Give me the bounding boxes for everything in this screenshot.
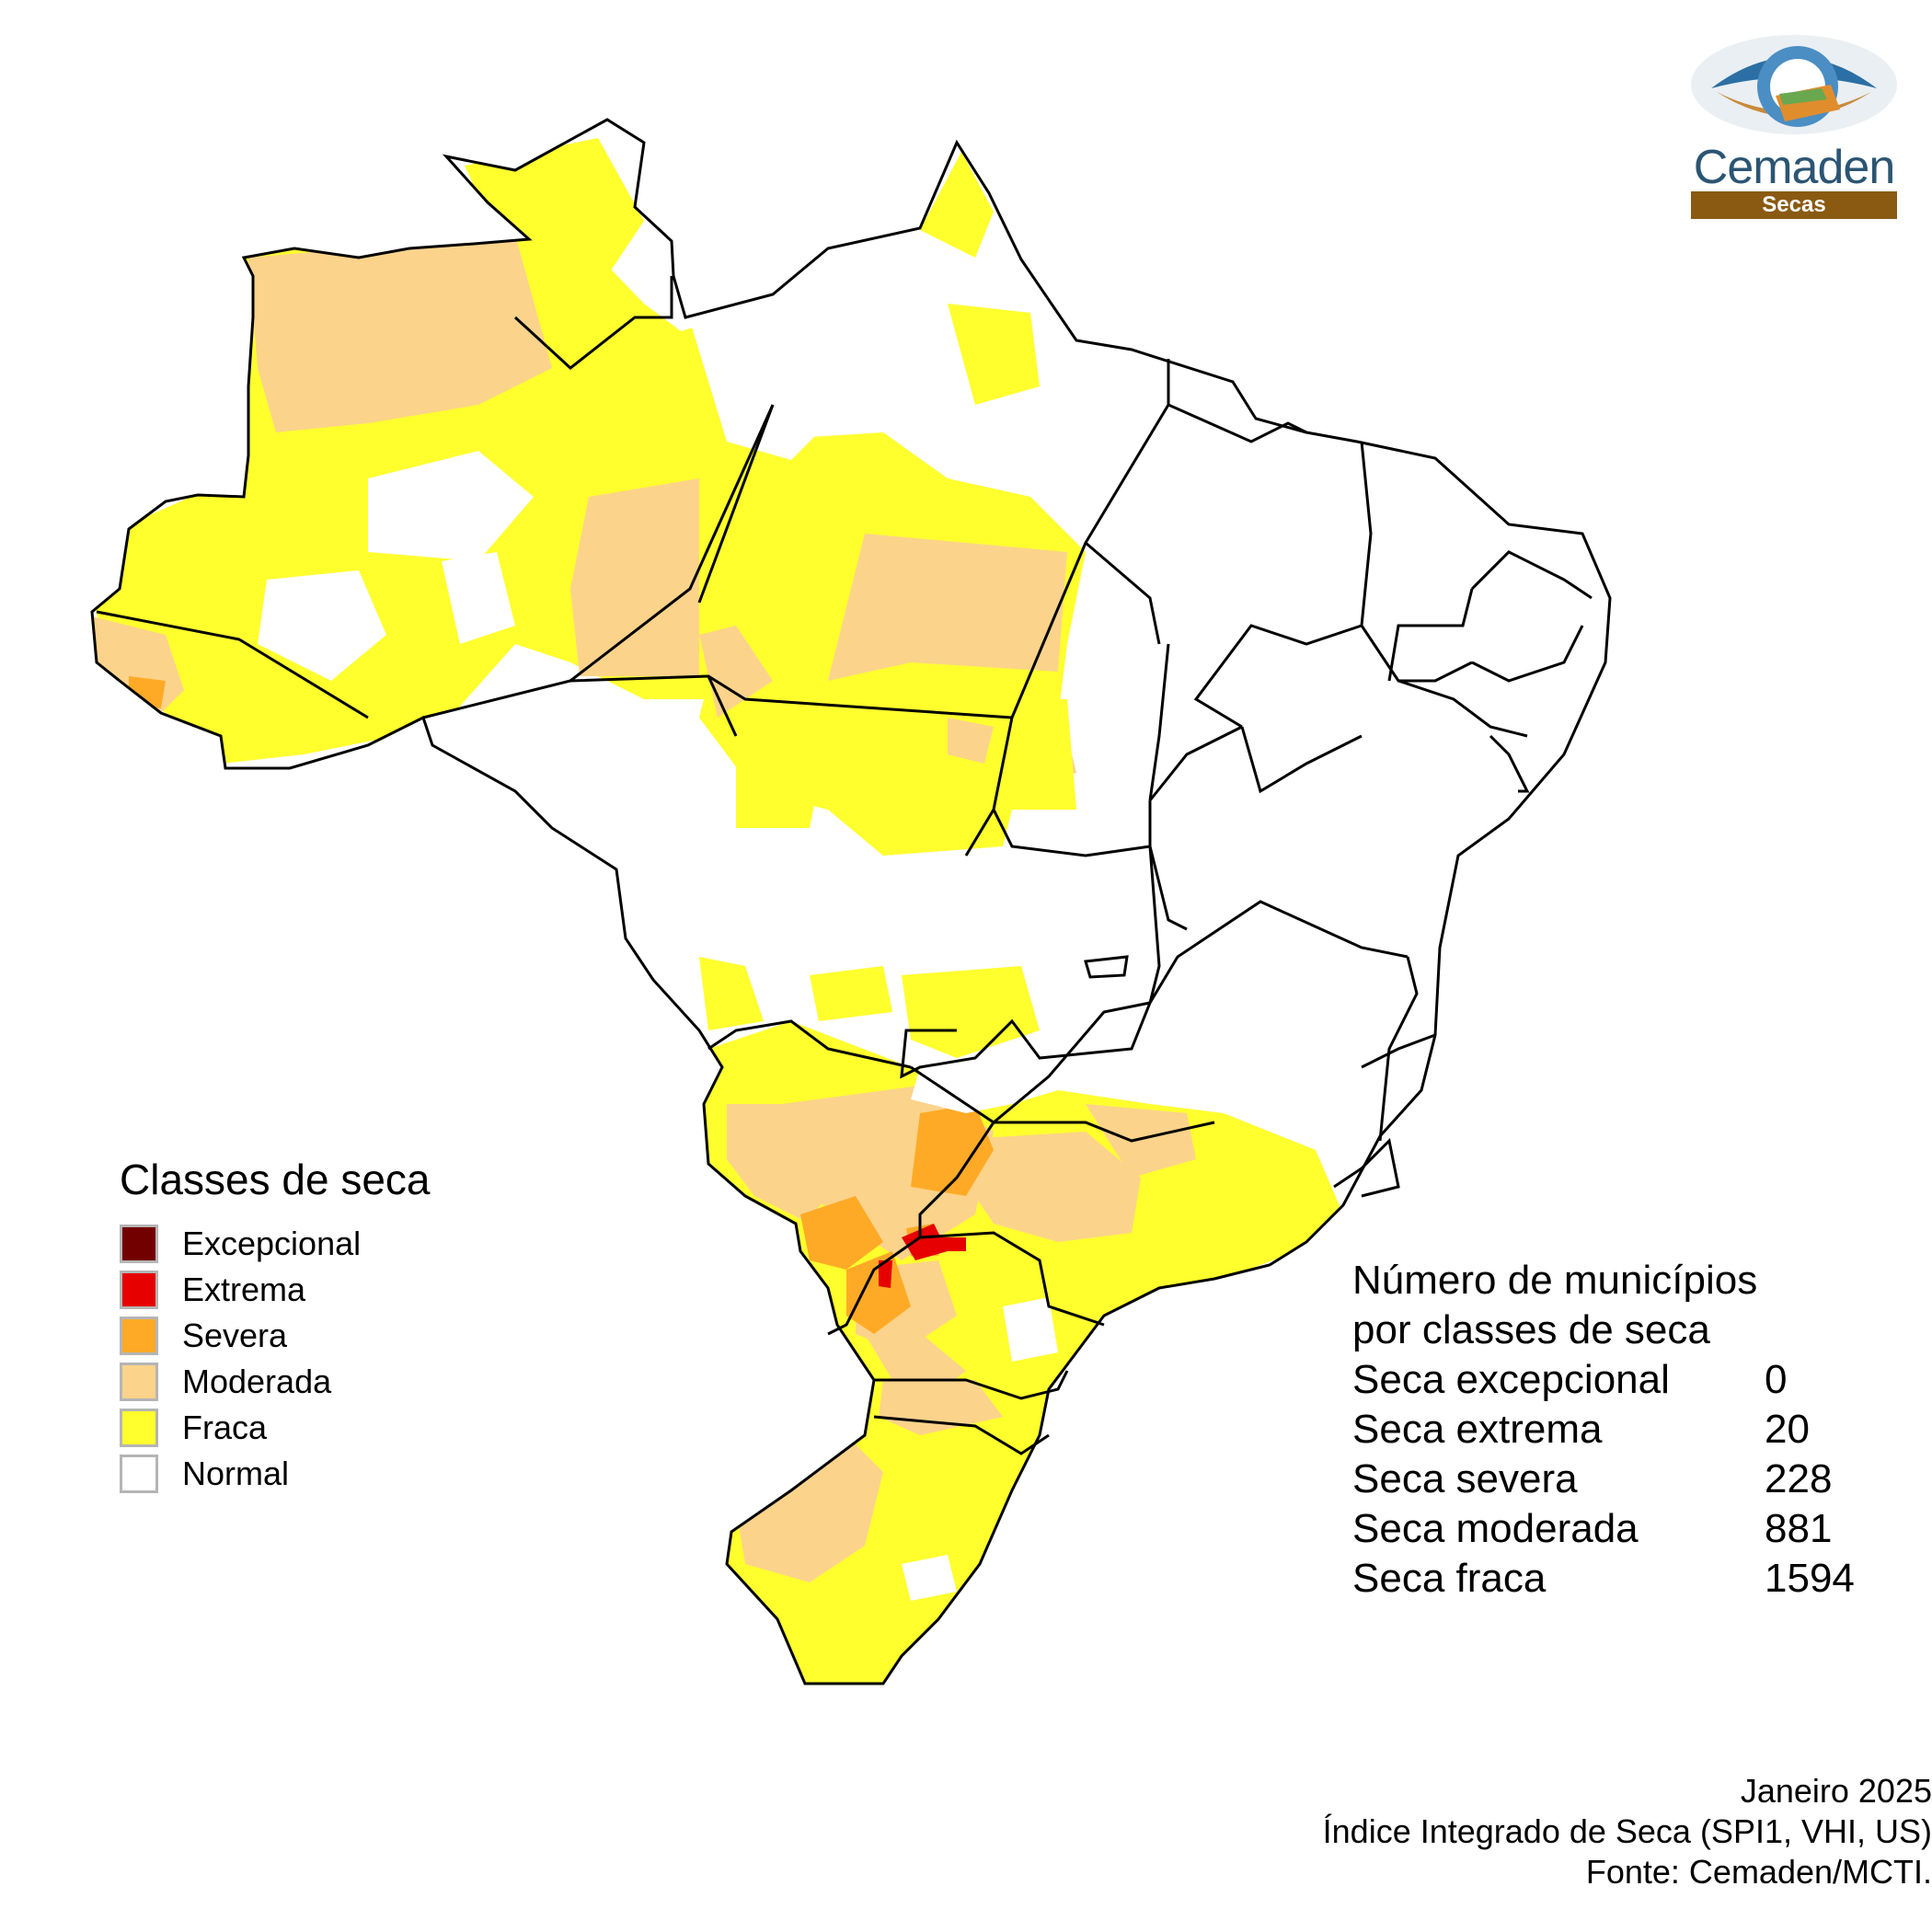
- footer-date: Janeiro 2025: [1740, 1772, 1932, 1810]
- counts-row-value: 1594: [1765, 1556, 1855, 1601]
- legend-item-excepcional: Excepcional: [120, 1221, 431, 1267]
- counts-row-label: Seca fraca: [1352, 1556, 1547, 1601]
- counts-row: Seca extrema 20: [1352, 1405, 1855, 1455]
- logo-name: Cemaden: [1693, 141, 1895, 194]
- legend-label: Normal: [182, 1455, 290, 1492]
- counts-row: Seca fraca 1594: [1352, 1554, 1855, 1604]
- legend-label: Moderada: [182, 1363, 332, 1400]
- legend-label: Extrema: [182, 1271, 306, 1308]
- legend-item-normal: Normal: [120, 1451, 431, 1497]
- legend-swatch: [120, 1363, 158, 1401]
- legend-item-severa: Severa: [120, 1313, 431, 1359]
- footer-index: Índice Integrado de Seca (SPI1, VHI, US): [1322, 1812, 1932, 1850]
- counts-row: Seca severa 228: [1352, 1455, 1855, 1504]
- legend-item-moderada: Moderada: [120, 1359, 431, 1405]
- counts-title-line1: Número de municípios: [1352, 1258, 1758, 1303]
- counts-row-value: 228: [1765, 1456, 1833, 1501]
- legend-label: Fraca: [182, 1409, 268, 1446]
- municipality-counts: Número de municípios por classes de seca…: [1352, 1256, 1855, 1604]
- counts-title-line2: por classes de seca: [1352, 1307, 1710, 1352]
- counts-row-value: 881: [1765, 1506, 1833, 1551]
- legend-swatch: [120, 1271, 158, 1309]
- footer: Janeiro 2025 Índice Integrado de Seca (S…: [1323, 1771, 1932, 1892]
- legend: Classes de seca Excepcional Extrema Seve…: [120, 1155, 431, 1497]
- counts-row-label: Seca moderada: [1352, 1506, 1639, 1551]
- counts-row-label: Seca excepcional: [1352, 1357, 1670, 1402]
- footer-source: Fonte: Cemaden/MCTI.: [1585, 1853, 1932, 1891]
- legend-swatch: [120, 1317, 158, 1355]
- legend-swatch: [120, 1409, 158, 1447]
- eye-logo-icon: [1691, 35, 1897, 134]
- legend-item-extrema: Extrema: [120, 1267, 431, 1313]
- counts-row-label: Seca extrema: [1352, 1407, 1603, 1452]
- counts-row-label: Seca severa: [1352, 1456, 1578, 1501]
- legend-label: Excepcional: [182, 1225, 362, 1262]
- legend-label: Severa: [182, 1317, 288, 1354]
- counts-row: Seca excepcional 0: [1352, 1355, 1855, 1405]
- logo-subtitle: Secas: [1691, 191, 1897, 219]
- cemaden-logo: Cemaden Secas: [1684, 22, 1904, 224]
- legend-item-fraca: Fraca: [120, 1405, 431, 1451]
- counts-row-value: 0: [1765, 1357, 1788, 1402]
- counts-row-value: 20: [1765, 1407, 1810, 1452]
- legend-swatch: [120, 1455, 158, 1493]
- legend-swatch: [120, 1225, 158, 1263]
- counts-row: Seca moderada 881: [1352, 1504, 1855, 1554]
- legend-title: Classes de seca: [120, 1156, 431, 1203]
